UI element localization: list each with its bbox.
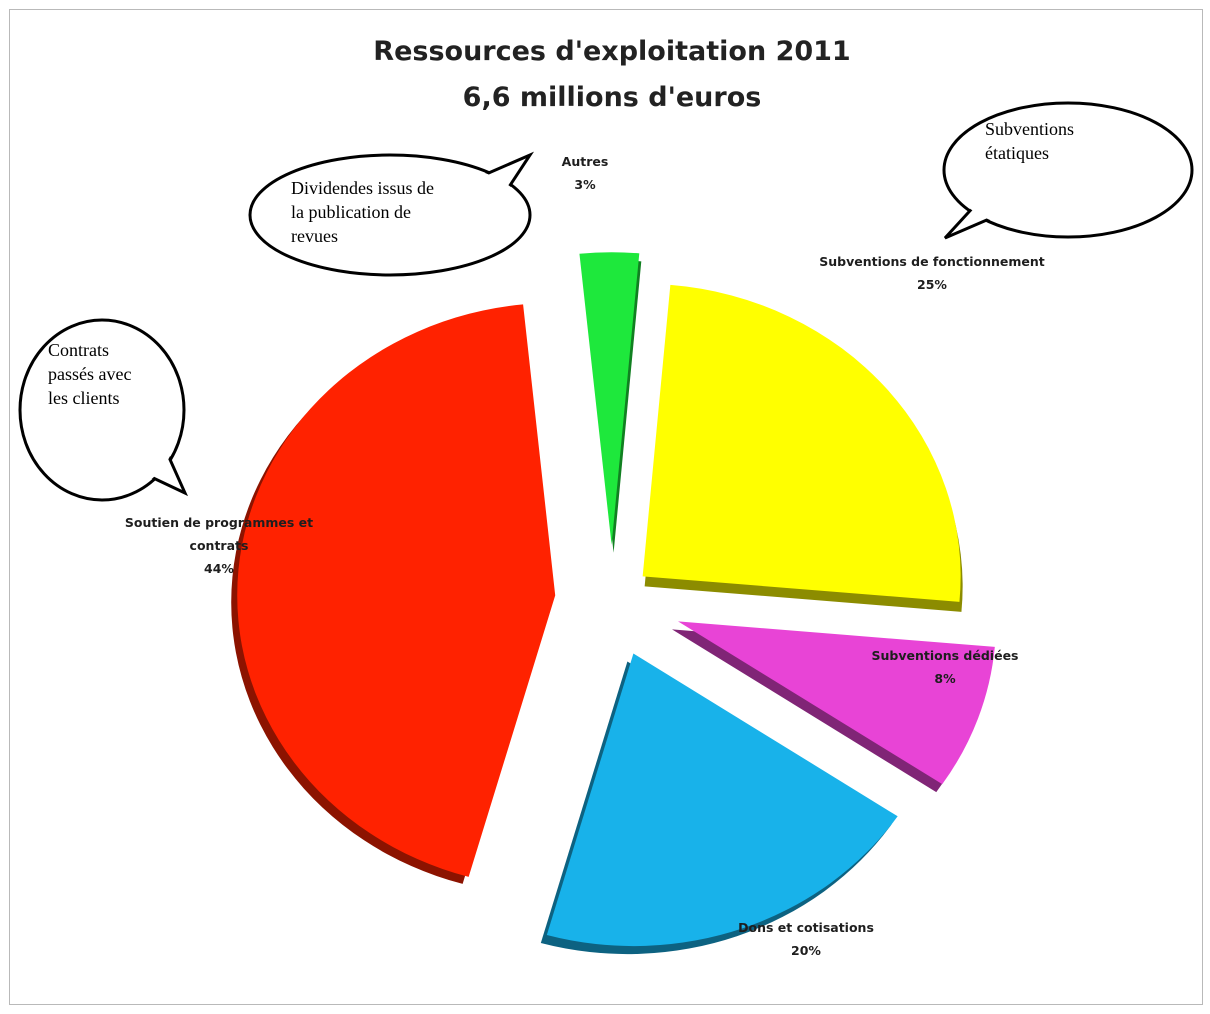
callout-dividendes: Dividendes issus de la publication de revu… (248, 151, 535, 277)
callout-contrats-clients-fill (22, 322, 182, 498)
slice-autres (579, 252, 642, 553)
chart-title: Ressources d'exploitation 2011 (373, 36, 850, 67)
callout-contrats-clients-text: Contrats passés avec les clients (48, 340, 131, 408)
slice-subventions-fonctionnement (642, 284, 963, 612)
label-dons-cotisations: Dons et cotisations 20% (738, 920, 874, 958)
callout-contrats-clients-tail (148, 454, 189, 497)
speech-callouts: Dividendes issus de la publication de revu… (18, 101, 1194, 502)
slice-subventions-dediees-top (678, 621, 995, 785)
callout-contrats-clients: Contrats passés avec les clients (18, 318, 189, 502)
slice-labels: Subventions de fonctionnement 25% Subventi… (125, 154, 1045, 958)
slice-dons-cotisations-top (546, 653, 898, 947)
label-soutien-programmes: Soutien de programmes et contrats 44% (125, 515, 313, 576)
callout-subventions-etatiques: Subventions étatiques (942, 101, 1194, 240)
slice-soutien-programmes-top (237, 304, 556, 877)
pie-slices (231, 252, 995, 955)
label-subventions-fonctionnement: Subventions de fonctionnement 25% (819, 254, 1045, 292)
slice-subventions-fonctionnement-top (642, 284, 961, 602)
slice-subventions-dediees (672, 621, 995, 793)
callout-subventions-etatiques-text: Subventions étatiques (985, 119, 1074, 163)
slice-autres-top (579, 252, 640, 545)
label-subventions-dediees: Subventions dédiées 8% (872, 648, 1019, 686)
callout-subventions-etatiques-fill (946, 105, 1190, 235)
slice-dons-cotisations (540, 653, 898, 955)
label-autres: Autres 3% (562, 154, 609, 192)
slice-soutien-programmes (231, 304, 556, 884)
chart-subtitle: 6,6 millions d'euros (463, 82, 762, 113)
callout-dividendes-text: Dividendes issus de la publication de revu… (291, 178, 434, 246)
callout-dividendes-fill (252, 157, 528, 273)
